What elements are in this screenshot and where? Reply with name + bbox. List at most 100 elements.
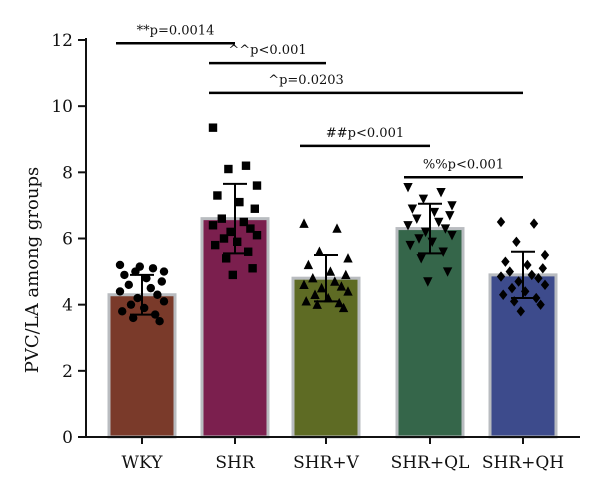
x-tick-label: SHR+QH <box>482 453 564 473</box>
y-tick-label: 8 <box>62 163 73 183</box>
data-point <box>405 240 415 251</box>
data-point <box>438 247 448 257</box>
data-point <box>403 183 413 193</box>
data-point <box>514 276 523 287</box>
data-point <box>226 227 235 237</box>
y-tick-label: 10 <box>51 97 73 117</box>
data-point <box>407 204 418 214</box>
significance-label: ^p=0.0203 <box>268 73 344 88</box>
data-point <box>118 307 127 316</box>
data-point <box>540 279 550 291</box>
data-point <box>523 259 532 271</box>
data-point <box>505 266 514 277</box>
data-point <box>496 271 506 282</box>
data-point <box>233 237 242 247</box>
data-point <box>440 224 451 234</box>
data-point <box>532 292 541 304</box>
error-bars <box>130 182 535 316</box>
data-point <box>222 254 231 263</box>
data-point <box>115 287 125 296</box>
y-tick-label: 0 <box>62 428 73 448</box>
data-point <box>146 283 155 293</box>
data-point <box>135 262 144 271</box>
data-point <box>224 164 233 174</box>
data-point <box>208 123 218 132</box>
bar-shr <box>200 217 270 439</box>
data-point <box>155 317 164 326</box>
data-point <box>153 290 162 299</box>
data-point <box>341 269 351 280</box>
data-point <box>217 214 226 223</box>
significance-label: ^^p<0.001 <box>228 43 306 58</box>
data-point <box>414 234 424 244</box>
data-point <box>540 249 550 261</box>
data-point <box>325 266 336 276</box>
bar-wky <box>107 293 177 439</box>
data-point <box>538 263 547 274</box>
data-point <box>133 293 142 303</box>
data-point <box>429 207 440 218</box>
data-point <box>527 269 536 281</box>
data-point <box>244 247 253 256</box>
data-point <box>159 267 169 276</box>
data-point <box>416 254 426 264</box>
data-point <box>434 217 444 228</box>
y-tick-label: 12 <box>51 31 73 51</box>
significance-label: %%p<0.001 <box>423 157 504 172</box>
data-point <box>420 227 431 238</box>
data-point <box>507 282 517 294</box>
data-point <box>536 299 545 310</box>
data-point <box>521 286 530 297</box>
x-tick-label: SHR+V <box>293 453 360 473</box>
data-point <box>308 273 318 283</box>
data-point <box>303 259 314 270</box>
data-point <box>501 256 510 267</box>
data-point <box>252 181 262 190</box>
data-point <box>299 279 309 290</box>
data-point <box>314 246 325 256</box>
data-point <box>151 310 160 319</box>
bar-shr-ql <box>395 227 465 439</box>
data-point <box>213 191 222 200</box>
data-point <box>250 204 259 213</box>
data-point <box>239 217 248 227</box>
data-point <box>241 161 251 170</box>
data-point <box>510 296 519 307</box>
data-point <box>332 223 342 233</box>
y-tick-label: 2 <box>62 362 73 382</box>
data-point <box>534 273 543 284</box>
x-axis: WKY SHR SHR+V SHR+QL SHR+QH <box>86 436 580 473</box>
data-point <box>316 282 327 293</box>
data-point <box>403 221 413 231</box>
bar-shr-qh <box>488 273 558 439</box>
y-tick-label: 6 <box>62 230 73 250</box>
data-point <box>445 211 455 221</box>
data-point <box>336 281 347 291</box>
data-point <box>208 221 218 230</box>
data-point <box>442 267 453 277</box>
data-point <box>499 289 508 300</box>
data-point <box>115 260 125 270</box>
data-point <box>412 214 422 224</box>
significance-label: ##p<0.001 <box>326 126 404 141</box>
data-point <box>299 218 309 228</box>
data-point <box>219 234 229 243</box>
data-point <box>126 300 136 309</box>
data-point <box>211 240 220 250</box>
y-tick-label: 4 <box>62 296 73 316</box>
significance-annotations: **p=0.0014 ^^p<0.001 ^p=0.0203 ##p<0.001 %%p… <box>116 23 523 179</box>
data-point <box>148 264 158 273</box>
data-point <box>252 230 262 240</box>
data-point <box>120 270 129 280</box>
data-point <box>423 277 433 287</box>
y-axis-label: PVC/LA among groups <box>22 167 43 373</box>
data-point <box>228 270 237 280</box>
data-point <box>334 297 344 308</box>
x-tick-label: SHR <box>215 453 255 473</box>
x-tick-label: WKY <box>122 453 164 473</box>
data-point <box>301 296 311 306</box>
x-tick-label: SHR+QL <box>391 453 470 473</box>
data-point <box>338 302 349 313</box>
data-point <box>235 197 244 207</box>
